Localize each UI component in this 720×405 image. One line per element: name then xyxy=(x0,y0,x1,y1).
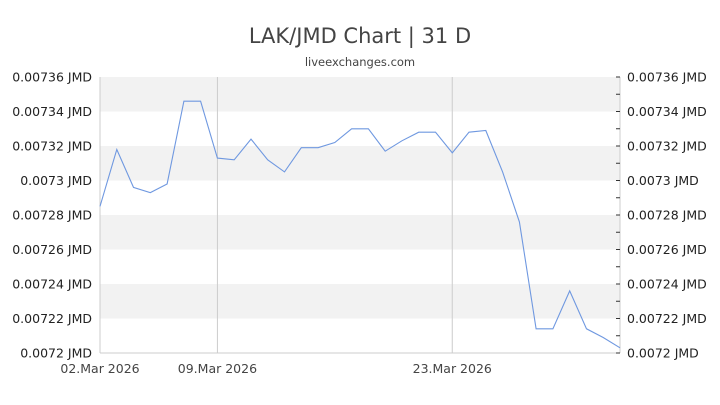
y-tick-label: 0.00728 JMD xyxy=(627,208,707,223)
grid-band xyxy=(100,146,620,181)
grid-band xyxy=(100,284,620,319)
y-tick-label: 0.00734 JMD xyxy=(627,104,707,119)
y-tick-label: 0.00726 JMD xyxy=(627,242,707,257)
chart-title: LAK/JMD Chart | 31 D xyxy=(248,24,472,48)
background-bands xyxy=(100,77,620,319)
y-tick-label: 0.00726 JMD xyxy=(12,242,92,257)
y-tick-label: 0.00722 JMD xyxy=(627,311,707,326)
chart-subtitle: liveexchanges.com xyxy=(304,55,416,69)
x-tick-label: 02.Mar 2026 xyxy=(60,361,139,376)
grid-band xyxy=(100,77,620,112)
y-tick-label: 0.0073 JMD xyxy=(20,173,92,188)
grid-band xyxy=(100,215,620,250)
x-tick-label: 09.Mar 2026 xyxy=(178,361,257,376)
y-tick-label: 0.00728 JMD xyxy=(12,208,92,223)
vertical-gridlines xyxy=(216,77,453,353)
y-tick-label: 0.00724 JMD xyxy=(12,277,92,292)
y-tick-label: 0.00732 JMD xyxy=(12,139,92,154)
axes xyxy=(99,76,621,354)
y-tick-label: 0.00734 JMD xyxy=(12,104,92,119)
y-tick-label: 0.00724 JMD xyxy=(627,277,707,292)
series-line xyxy=(99,100,621,349)
x-tick-label: 23.Mar 2026 xyxy=(413,361,492,376)
y-tick-label: 0.0073 JMD xyxy=(627,173,699,188)
y-tick-label: 0.00722 JMD xyxy=(12,311,92,326)
y-tick-label: 0.00736 JMD xyxy=(12,70,92,85)
y-axis-labels-right: 0.00736 JMD 0.00734 JMD 0.00732 JMD 0.0073 … xyxy=(627,70,707,361)
y-tick-label: 0.0072 JMD xyxy=(627,346,699,361)
y-tick-label: 0.00736 JMD xyxy=(627,70,707,85)
y-tick-label: 0.0072 JMD xyxy=(20,346,92,361)
x-axis-labels: 02.Mar 2026 09.Mar 2026 23.Mar 2026 xyxy=(60,361,492,376)
y-axis-labels-left: 0.00736 JMD 0.00734 JMD 0.00732 JMD 0.0073 … xyxy=(12,70,92,361)
y-tick-label: 0.00732 JMD xyxy=(627,139,707,154)
